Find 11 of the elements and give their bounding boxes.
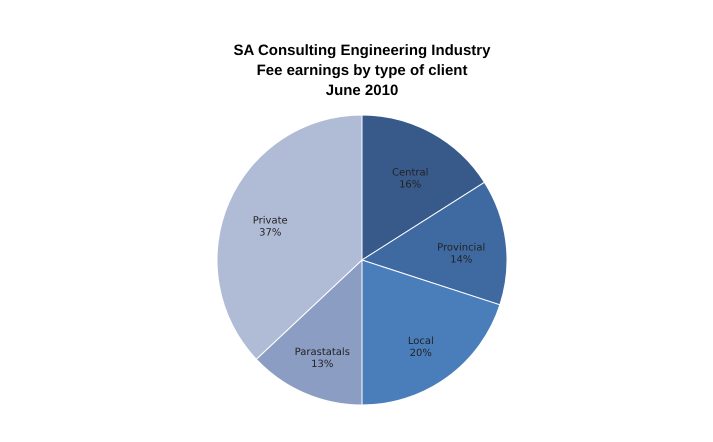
data-label: 37%	[259, 227, 282, 238]
slice-label: Parastatals	[294, 346, 350, 358]
data-label: 13%	[311, 358, 334, 370]
slice-label: Provincial	[437, 242, 486, 254]
slice-label: Local	[408, 336, 434, 347]
data-label: 20%	[410, 348, 432, 359]
chart-title: SA Consulting Engineering Industry Fee earnings by type of client June 2010	[234, 42, 492, 99]
data-label: 14%	[450, 254, 472, 266]
slice-label: Private	[252, 215, 288, 226]
slice-label: Central	[392, 167, 428, 178]
data-label: 16%	[399, 179, 422, 190]
